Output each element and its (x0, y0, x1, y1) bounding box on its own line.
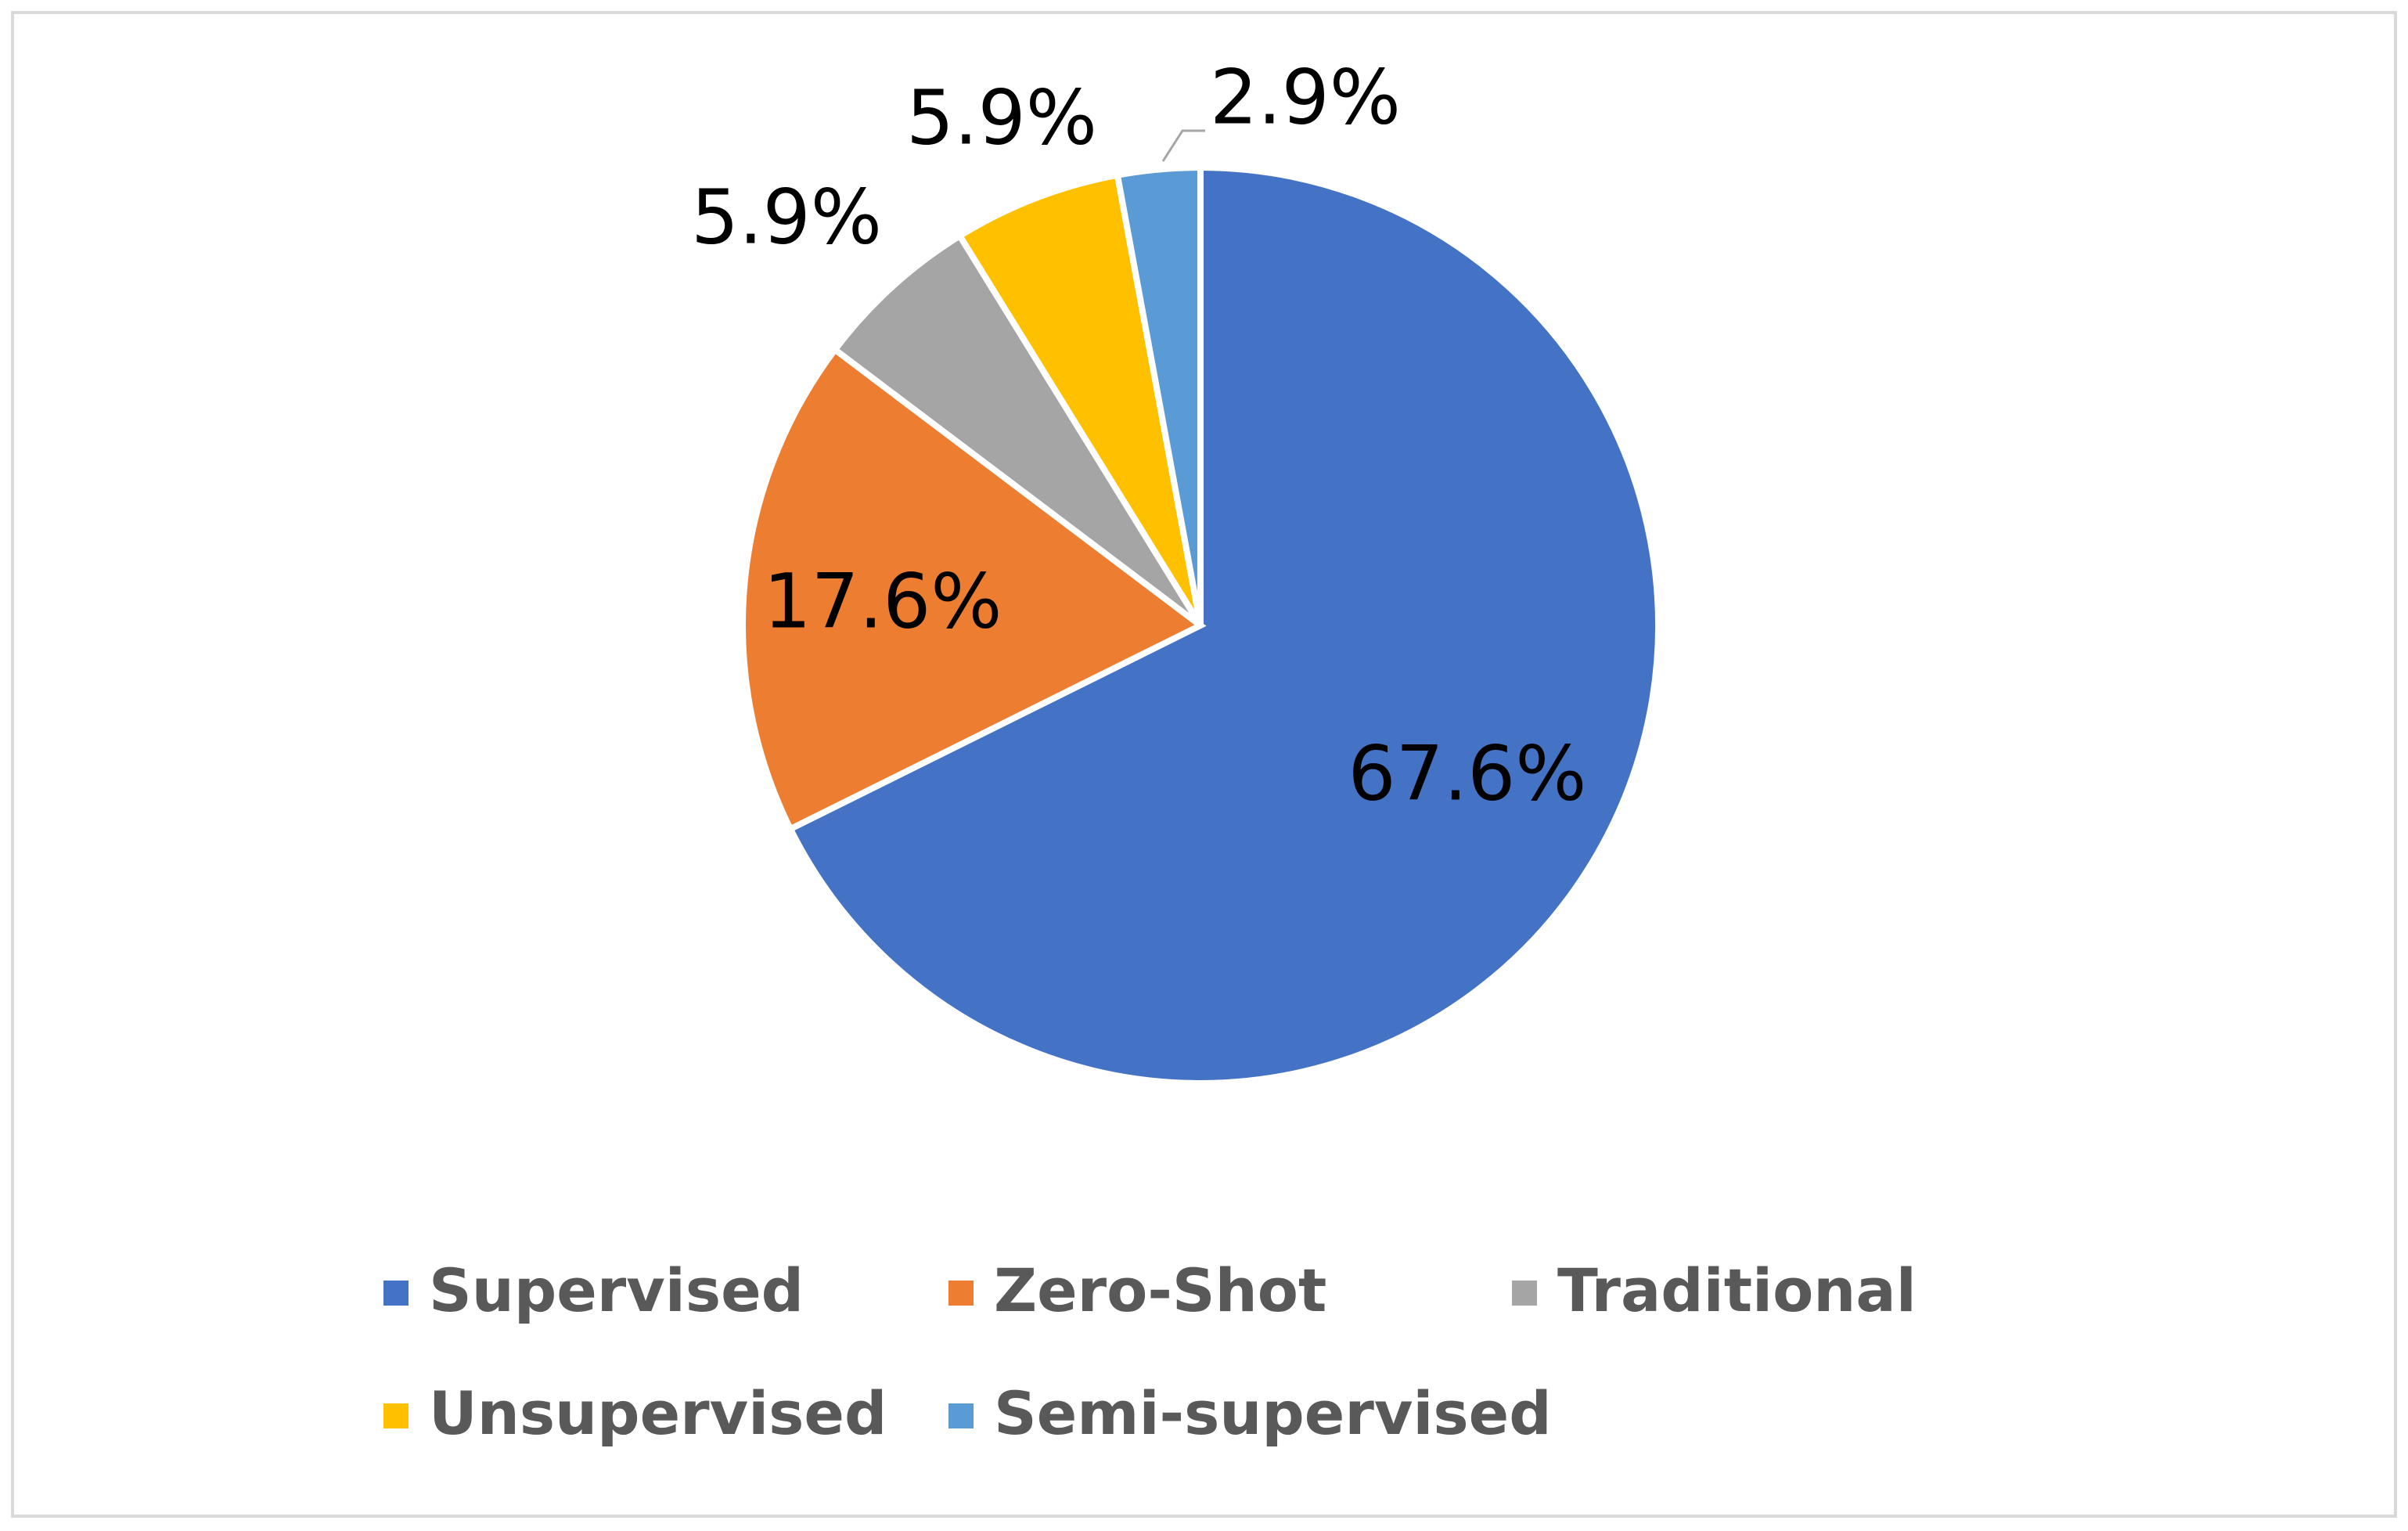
pie-slice (786, 164, 1661, 1086)
legend-swatch (383, 1403, 409, 1428)
pie-slice (830, 231, 1204, 629)
legend-swatch (948, 1403, 974, 1428)
data-label: 5.9% (906, 74, 1097, 161)
data-label: 2.9% (1210, 53, 1401, 141)
legend-label: Semi-supervised (994, 1378, 1552, 1448)
data-label: 67.6% (1348, 729, 1587, 817)
pie-slice (955, 171, 1204, 628)
legend-label: Zero-Shot (994, 1255, 1326, 1325)
pie-slice (740, 345, 1207, 834)
legend-swatch (1512, 1281, 1537, 1306)
legend-swatch (948, 1281, 974, 1306)
data-label: 17.6% (764, 557, 1002, 645)
data-label: 5.9% (691, 173, 882, 261)
legend-label: Supervised (429, 1255, 804, 1325)
legend-label: Traditional (1557, 1255, 1917, 1325)
leader-line (1161, 129, 1205, 162)
legend-swatch (383, 1281, 409, 1306)
pie-slice (1114, 164, 1204, 626)
legend-label: Unsupervised (429, 1378, 887, 1448)
